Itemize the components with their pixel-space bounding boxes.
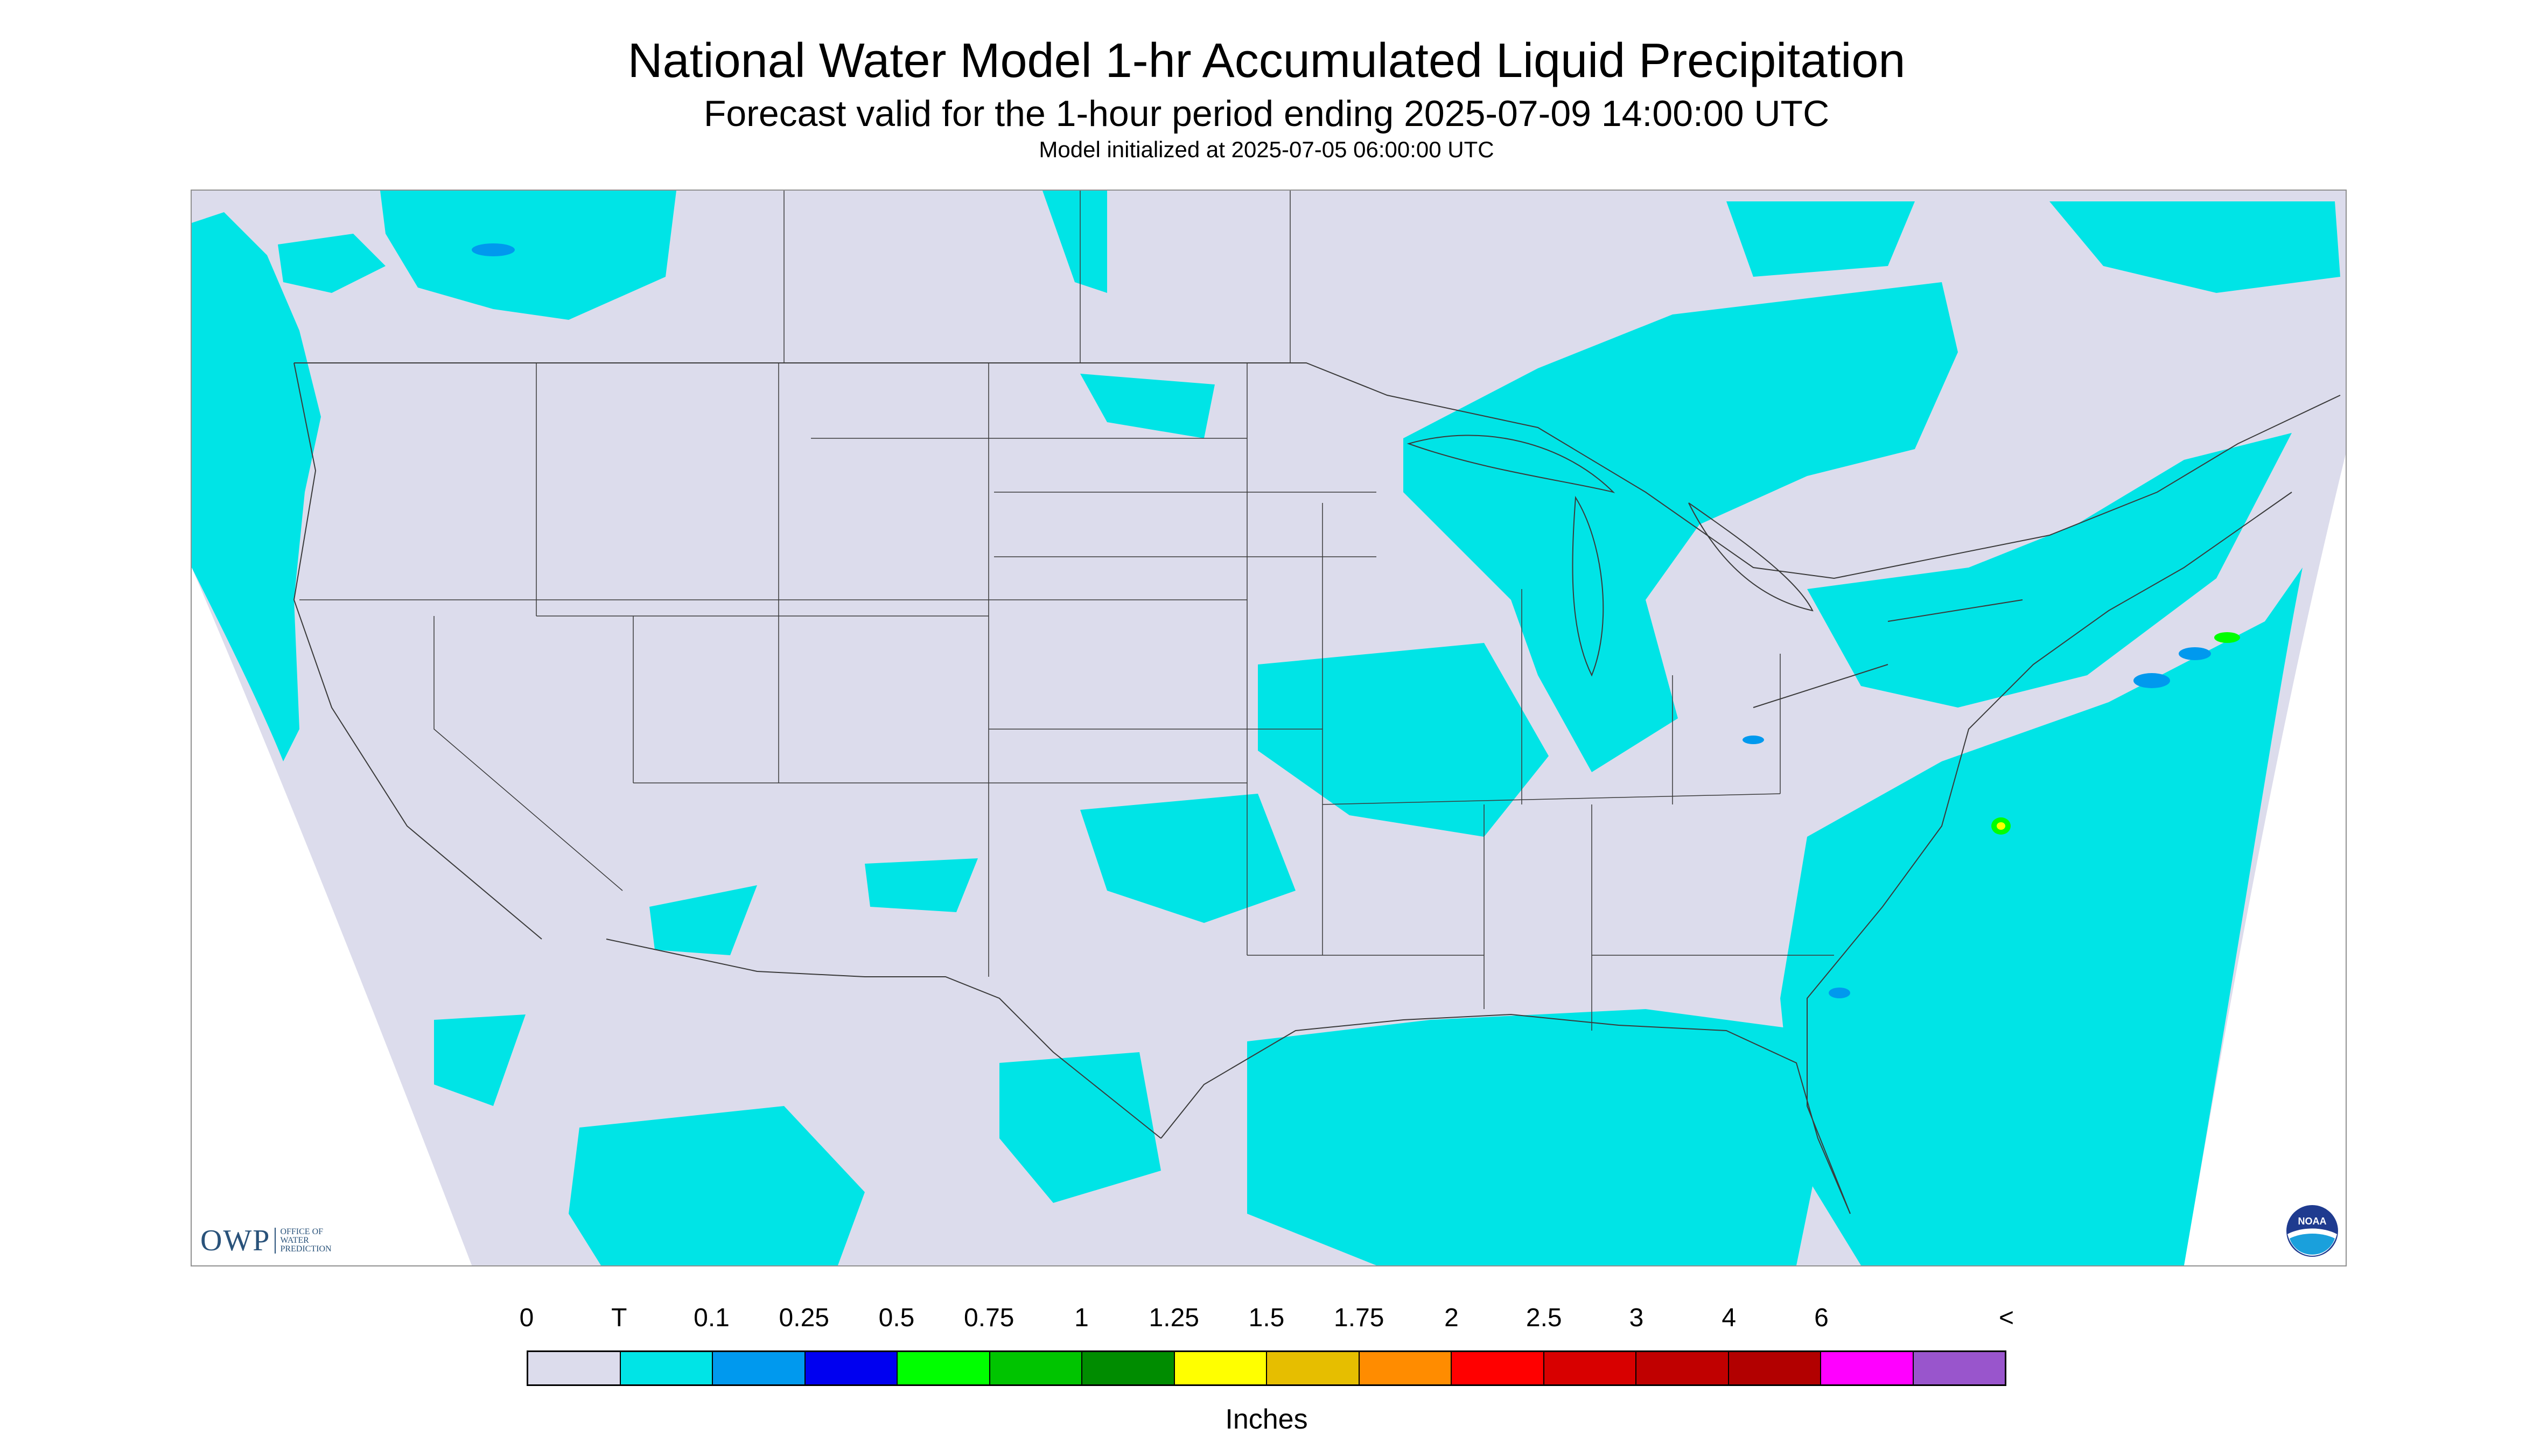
province-lines [783,191,1291,363]
legend-swatch [1729,1352,1821,1384]
owp-subtext-line3: PREDICTION [280,1244,332,1254]
legend-tick-label: 0.25 [779,1304,829,1332]
legend-tick-label: 4 [1722,1304,1737,1332]
legend-swatch [528,1352,621,1384]
legend-swatch [805,1352,898,1384]
legend-tick-label: 1.5 [1248,1304,1285,1332]
precipitation-map: OWP OFFICE OF WATER PREDICTION NOAA [191,190,2347,1266]
legend-tick-label: 0.5 [878,1304,915,1332]
outside-domain-right [2184,454,2346,1265]
noaa-logo-text: NOAA [2298,1216,2327,1227]
legend-tick-label: 0.1 [694,1304,730,1332]
legend-swatch [1452,1352,1544,1384]
owp-subtext-line2: WATER [280,1236,309,1245]
map-title: National Water Model 1-hr Accumulated Li… [627,34,1906,88]
legend-swatch [1636,1352,1729,1384]
legend-tick-label: 2 [1444,1304,1459,1332]
noaa-logo: NOAA [2286,1205,2338,1257]
legend-swatch [1913,1352,2005,1384]
forecast-valid-subtitle: Forecast valid for the 1-hour period end… [703,93,1830,134]
legend-swatch [898,1352,990,1384]
legend-swatch [1267,1352,1360,1384]
legend-swatch [1359,1352,1452,1384]
legend-swatch [1544,1352,1636,1384]
legend-swatch [620,1352,713,1384]
model-init-line: Model initialized at 2025-07-05 06:00:00… [1039,137,1494,162]
political-boundaries [293,362,2341,1214]
legend-swatch [990,1352,1082,1384]
legend: 0 T 0.1 0.25 0.5 0.75 1 1.25 1.5 1.75 2 2.5 3 4 6 < [520,1303,2014,1389]
owp-subtext: OFFICE OF WATER PREDICTION [275,1227,332,1254]
state-lines [299,363,1834,1031]
legend-tick-label: 1 [1074,1304,1089,1332]
owp-logo: OWP OFFICE OF WATER PREDICTION [200,1223,332,1258]
outside-domain-left [192,568,472,1265]
legend-tick-label: 0.75 [964,1304,1014,1332]
legend-tick-label: < [1998,1304,2014,1332]
legend-tick-label: 1.75 [1334,1304,1384,1332]
legend-tick-label: 3 [1629,1304,1644,1332]
legend-tick-label: T [611,1304,627,1332]
legend-tick-label: 6 [1814,1304,1829,1332]
owp-subtext-line1: OFFICE OF [280,1227,324,1236]
legend-tick-label: 0 [519,1304,534,1332]
legend-swatch [713,1352,806,1384]
heavier-precip-cells [472,243,2240,998]
legend-swatch [1082,1352,1175,1384]
trace-precip-areas [192,191,2340,1265]
legend-swatch [1821,1352,1914,1384]
legend-units: Inches [1225,1404,1308,1435]
legend-swatch [1174,1352,1267,1384]
owp-mark: OWP [200,1224,271,1257]
legend-color-bar [527,1350,2006,1386]
legend-tick-label: 1.25 [1149,1304,1199,1332]
map-canvas [192,191,2346,1265]
legend-tick-label: 2.5 [1526,1304,1562,1332]
